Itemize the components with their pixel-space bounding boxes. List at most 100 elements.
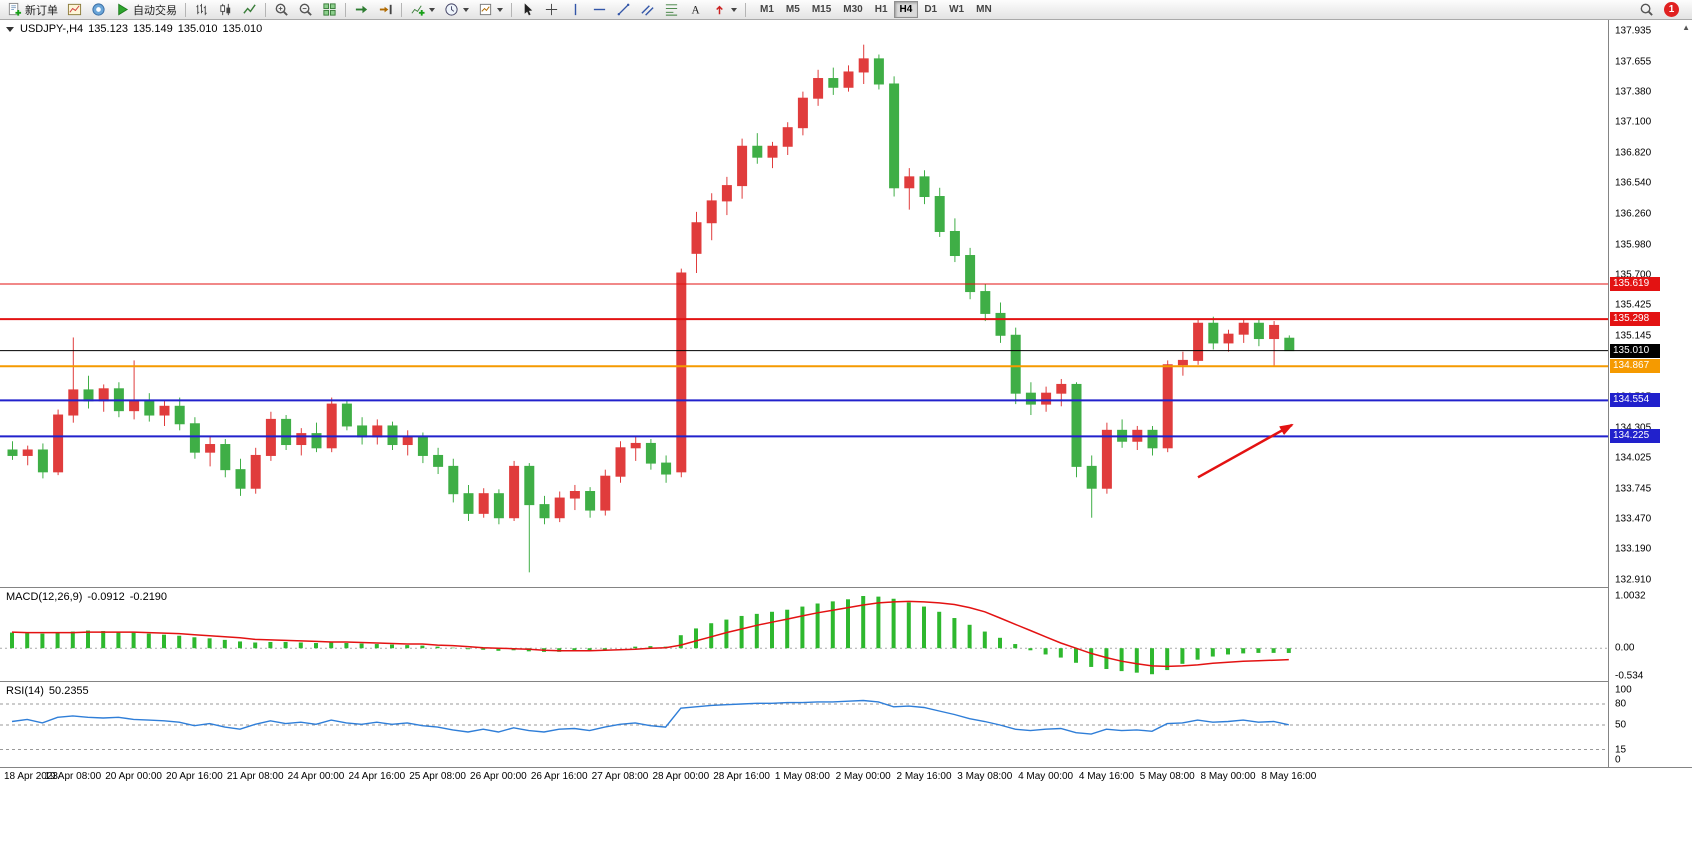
timeframe-H1[interactable]: H1 (874, 4, 888, 15)
price-axis[interactable]: 137.935 137.655 137.380 137.100 136.820 136.5… (1608, 20, 1692, 767)
rsi-scale-label: 50 (1615, 719, 1627, 731)
panel-divider[interactable] (0, 587, 1692, 588)
price-tick: 136.260 (1615, 208, 1652, 220)
fibonacci-button[interactable] (660, 1, 683, 19)
ohlc-low: 135.010 (177, 23, 218, 35)
time-label: 3 May 08:00 (957, 771, 1013, 782)
price-tick: 137.655 (1615, 56, 1652, 68)
timeframe-W1[interactable]: W1 (949, 4, 965, 15)
time-label: 8 May 16:00 (1261, 771, 1317, 782)
timeframe-M5[interactable]: M5 (785, 4, 800, 15)
new-order-button[interactable]: 新订单 (3, 1, 62, 19)
templates-icon (479, 3, 492, 16)
macd-label-bar: MACD(12,26,9) -0.0912 -0.2190 (6, 591, 167, 603)
price-tick: 137.380 (1615, 86, 1652, 98)
text-tool-button[interactable]: A (684, 1, 707, 19)
candlestick-button[interactable] (214, 1, 237, 19)
separator (265, 2, 266, 17)
chart-canvas[interactable] (0, 20, 1608, 588)
chart-window-icon (67, 3, 82, 16)
rsi-line (11, 699, 1289, 735)
dropdown-caret-icon (463, 7, 469, 12)
price-tick: 137.935 (1615, 25, 1652, 37)
chart-title-bar: USDJPY-,H4 135.123 135.149 135.010 135.0… (6, 23, 262, 35)
fibonacci-icon (665, 4, 678, 16)
vertical-line-button[interactable] (564, 1, 587, 19)
chart-shift-button[interactable] (374, 1, 397, 19)
time-label: 24 Apr 16:00 (348, 771, 406, 782)
auto-scroll-button[interactable] (350, 1, 373, 19)
time-label: 5 May 08:00 (1139, 771, 1195, 782)
scroll-up-icon[interactable]: ▲ (1682, 23, 1690, 32)
time-label: 28 Apr 16:00 (713, 771, 770, 782)
price-badge-134.554: 134.554 (1610, 393, 1660, 408)
price-badge-135.010: 135.010 (1610, 343, 1660, 358)
price-tick: 133.470 (1615, 513, 1652, 525)
charts-button[interactable] (63, 1, 86, 19)
macd-canvas[interactable] (0, 588, 1608, 682)
rsi-scale-label: 0 (1615, 754, 1621, 766)
price-tick: 136.540 (1615, 177, 1652, 189)
timeframe-D1[interactable]: D1 (924, 4, 938, 15)
macd-scale-label: -0.534 (1615, 670, 1644, 682)
horizontal-line-icon (593, 8, 606, 11)
rsi-value: 50.2355 (48, 685, 89, 697)
channel-button[interactable] (636, 1, 659, 19)
timeframe-H4[interactable]: H4 (893, 1, 919, 18)
ohlc-high: 135.149 (132, 23, 173, 35)
timeframe-M1[interactable]: M1 (760, 4, 774, 15)
indicators-icon (411, 5, 425, 16)
timeframe-M30[interactable]: M30 (843, 4, 863, 15)
timeframe-MN[interactable]: MN (976, 4, 992, 15)
price-tick: 133.745 (1615, 483, 1652, 495)
trendline-button[interactable] (612, 1, 635, 19)
crosshair-button[interactable] (540, 1, 563, 19)
dropdown-caret-icon (497, 7, 503, 12)
line-chart-button[interactable] (238, 1, 261, 19)
indicators-button[interactable] (406, 1, 439, 19)
rsi-scale-label: 15 (1615, 744, 1627, 755)
cursor-button[interactable] (516, 1, 539, 19)
timeframe-M15[interactable]: M15 (811, 4, 832, 15)
separator (185, 2, 186, 17)
chart-shift-icon (379, 4, 392, 15)
search-button[interactable] (1635, 1, 1658, 19)
new-order-label: 新订单 (25, 4, 58, 17)
arrows-tool-button[interactable] (708, 1, 741, 19)
horizontal-line-button[interactable] (588, 1, 611, 19)
auto-trading-button[interactable]: 自动交易 (111, 1, 181, 19)
price-tick: 135.980 (1615, 239, 1652, 251)
bar-chart-button[interactable] (190, 1, 213, 19)
rsi-canvas[interactable] (0, 682, 1608, 767)
zoom-in-button[interactable] (270, 1, 293, 19)
macd-scale-label: 0.00 (1615, 642, 1635, 654)
periods-button[interactable] (440, 1, 473, 19)
macd-label: MACD(12,26,9) (6, 591, 83, 603)
panel-divider[interactable] (0, 681, 1692, 682)
notification-badge[interactable]: 1 (1664, 2, 1679, 17)
candlestick-icon (220, 3, 231, 16)
trend-arrow[interactable] (1197, 423, 1294, 479)
time-label: 25 Apr 08:00 (409, 771, 466, 782)
templates-button[interactable] (474, 1, 507, 19)
time-label: 26 Apr 00:00 (470, 771, 527, 782)
panel-divider (0, 767, 1692, 768)
time-label: 8 May 00:00 (1200, 771, 1256, 782)
time-axis[interactable]: 18 Apr 2023 19 Apr 08:00 20 Apr 00:00 20 Ap… (0, 768, 1692, 790)
toolbar: 新订单 自动交易 (0, 0, 1692, 20)
macd-value-main: -0.0912 (87, 591, 125, 603)
tile-windows-icon (323, 3, 336, 16)
rsi-panel: RSI(14) 50.2355 (0, 682, 1608, 767)
chart-dropdown-icon[interactable] (6, 26, 14, 32)
arrows-tool-icon (716, 5, 723, 15)
new-order-icon (8, 2, 22, 16)
price-badge-135.619: 135.619 (1610, 277, 1660, 292)
svg-text:A: A (691, 4, 700, 16)
trendline-icon (617, 3, 630, 16)
ohlc-open: 135.123 (88, 23, 128, 35)
text-tool-icon: A (691, 4, 700, 16)
tile-windows-button[interactable] (318, 1, 341, 19)
zoom-out-button[interactable] (294, 1, 317, 19)
profiles-button[interactable] (87, 1, 110, 19)
